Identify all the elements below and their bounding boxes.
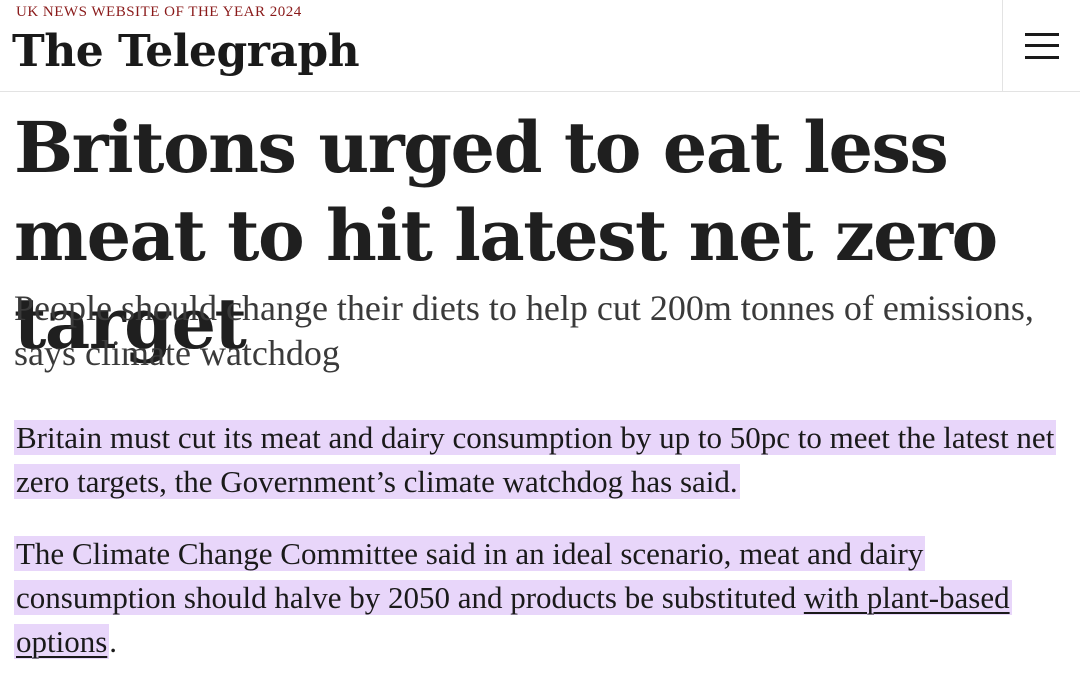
hamburger-menu-icon bbox=[1024, 32, 1059, 59]
plant-based-options-link[interactable]: with plant-based options bbox=[16, 580, 1010, 659]
highlighted-text: The Climate Change Committee said in an … bbox=[14, 536, 1012, 659]
paragraph-end-punctuation: . bbox=[109, 624, 118, 659]
article-headline: Britons urged to eat less meat to hit la… bbox=[14, 106, 998, 365]
menu-button[interactable] bbox=[1002, 0, 1080, 91]
paragraph-text: The Climate Change Committee said in an … bbox=[16, 536, 924, 615]
article-paragraph-2: The Climate Change Committee said in an … bbox=[14, 532, 1069, 664]
highlighted-text: Britain must cut its meat and dairy cons… bbox=[14, 420, 1057, 499]
site-header: UK NEWS WEBSITE OF THE YEAR 2024 The Tel… bbox=[0, 0, 1080, 92]
article-standfirst: People should change their diets to help… bbox=[14, 288, 1034, 373]
telegraph-logo[interactable]: The Telegraph bbox=[12, 26, 360, 77]
site-tagline: UK NEWS WEBSITE OF THE YEAR 2024 bbox=[16, 4, 302, 20]
article-paragraph-1: Britain must cut its meat and dairy cons… bbox=[14, 416, 1069, 504]
